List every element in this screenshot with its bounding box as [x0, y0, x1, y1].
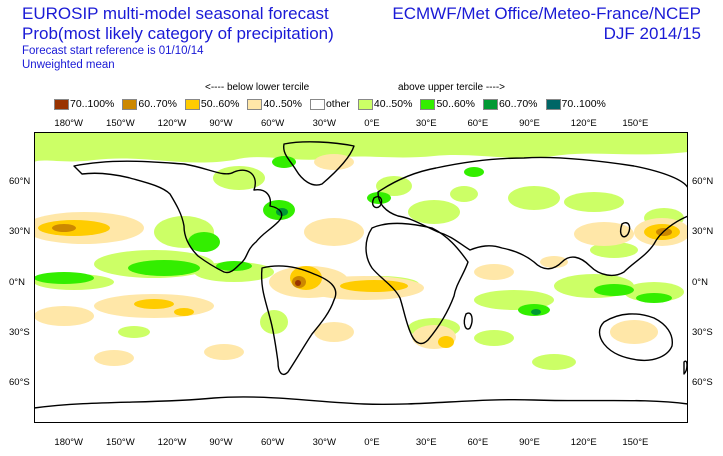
new-zealand-coast — [683, 360, 688, 375]
longitude-label: 60°W — [260, 118, 285, 129]
precip-below-60-70 — [52, 224, 672, 288]
latitude-label: 30°S — [692, 327, 713, 338]
legend-swatch — [309, 98, 325, 110]
legend-swatch — [122, 98, 138, 110]
legend-label: 50..60% — [436, 98, 475, 110]
above-tercile-note: above upper tercile ----> — [398, 82, 505, 93]
antarctica-coast — [34, 396, 688, 409]
legend-item: 50..60% — [184, 98, 240, 110]
legend-item: 40..50% — [357, 98, 413, 110]
latitude-label: 30°N — [692, 226, 714, 237]
legend-label: 50..60% — [200, 98, 240, 110]
legend-label: 70..100% — [561, 98, 606, 110]
greenland-coast — [282, 141, 355, 186]
legend-item: 60..70% — [482, 98, 538, 110]
legend-swatch — [54, 98, 69, 110]
title-block: EUROSIP multi-model seasonal forecast Pr… — [22, 4, 334, 72]
legend-swatch — [247, 98, 263, 110]
madagascar-coast — [463, 312, 473, 330]
coastlines — [34, 141, 688, 409]
longitude-label: 150°W — [106, 437, 135, 448]
latitude-label: 60°N — [692, 176, 714, 187]
legend-item: 50..60% — [420, 98, 475, 110]
longitude-label: 150°E — [622, 118, 649, 129]
map-frame — [34, 132, 688, 423]
australia-coast — [598, 313, 673, 362]
longitude-label: 30°E — [415, 118, 437, 129]
season-label: DJF 2014/15 — [603, 24, 701, 43]
color-legend: 70..100% 60..70% 50..60% 40..50% other 40..50… — [54, 98, 614, 110]
precip-above-50-60 — [34, 156, 672, 316]
start-reference: Forecast start reference is 01/10/14 — [22, 45, 204, 57]
centres-label: ECMWF/Met Office/Meteo-France/NCEP — [392, 4, 701, 23]
longitude-label: 120°W — [157, 118, 187, 129]
longitude-label: 30°W — [312, 437, 336, 448]
legend-label: other — [325, 98, 350, 110]
legend-item: other — [309, 98, 350, 110]
legend-item: 60..70% — [122, 98, 177, 110]
longitude-label: 180°W — [54, 118, 84, 129]
longitude-label: 30°W — [312, 118, 336, 129]
longitude-label: 120°E — [570, 437, 597, 448]
legend-item: 70..100% — [54, 98, 114, 110]
world-map — [34, 132, 688, 423]
weighting-note: Unweighted mean — [22, 59, 115, 71]
precip-below-70-100 — [295, 280, 301, 286]
longitude-label: 0°E — [364, 437, 380, 448]
japan-coast — [619, 222, 631, 238]
longitude-label: 120°E — [570, 118, 597, 129]
legend-item: 40..50% — [247, 98, 302, 110]
longitude-label: 90°W — [209, 437, 233, 448]
longitude-label: 30°E — [415, 437, 437, 448]
longitude-label: 0°E — [364, 118, 380, 129]
latitude-label: 0°N — [9, 277, 25, 288]
latitude-label: 30°S — [9, 327, 30, 338]
legend-swatch — [420, 98, 436, 110]
longitude-label: 150°E — [622, 437, 649, 448]
legend-item: 70..100% — [545, 98, 606, 110]
africa-coast — [365, 222, 469, 345]
longitude-label: 60°E — [467, 118, 489, 129]
title-right-block: ECMWF/Met Office/Meteo-France/NCEP DJF 2… — [392, 4, 701, 44]
legend-label: 40..50% — [373, 98, 413, 110]
map-title: EUROSIP multi-model seasonal forecast — [22, 4, 329, 23]
legend-swatch — [357, 98, 373, 110]
south-america-coast — [260, 265, 337, 376]
longitude-label: 150°W — [106, 118, 135, 129]
latitude-label: 0°N — [692, 277, 708, 288]
below-tercile-note: <---- below lower tercile — [205, 82, 310, 93]
british-isles-coast — [371, 196, 383, 209]
longitude-label: 90°E — [519, 437, 540, 448]
latitude-label: 30°N — [9, 226, 31, 237]
legend-swatch — [545, 98, 561, 110]
map-subtitle: Prob(most likely category of precipitati… — [22, 24, 334, 43]
legend-swatch — [482, 98, 498, 110]
latitude-label: 60°N — [9, 176, 31, 187]
north-america-coast — [73, 160, 283, 274]
longitude-label: 60°W — [260, 437, 285, 448]
legend-swatch — [184, 98, 200, 110]
latitude-label: 60°S — [692, 377, 713, 388]
longitude-label: 90°E — [519, 118, 540, 129]
legend-label: 60..70% — [498, 98, 538, 110]
legend-label: 40..50% — [263, 98, 302, 110]
legend-label: 70..100% — [70, 98, 115, 110]
eurasia-coast — [377, 156, 688, 277]
latitude-label: 60°S — [9, 377, 30, 388]
longitude-label: 90°W — [209, 118, 233, 129]
longitude-label: 180°W — [54, 437, 84, 448]
longitude-label: 120°W — [157, 437, 187, 448]
legend-label: 60..70% — [138, 98, 177, 110]
longitude-label: 60°E — [467, 437, 489, 448]
